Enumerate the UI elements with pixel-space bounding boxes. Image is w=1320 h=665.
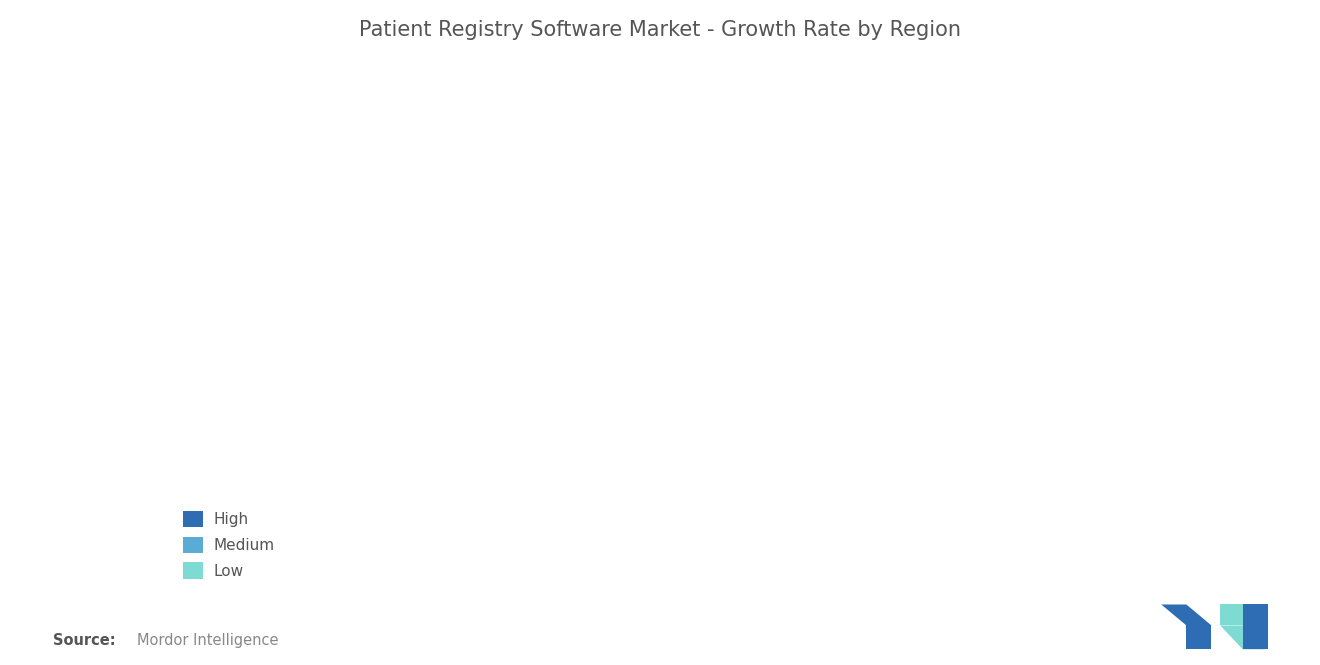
Polygon shape [1162,604,1212,625]
Text: Mordor Intelligence: Mordor Intelligence [137,633,279,648]
Legend: High, Medium, Low: High, Medium, Low [183,511,275,579]
Text: Patient Registry Software Market - Growth Rate by Region: Patient Registry Software Market - Growt… [359,20,961,40]
Text: Source:: Source: [53,633,115,648]
Polygon shape [1220,604,1243,625]
Polygon shape [1220,625,1266,649]
Polygon shape [1187,625,1212,649]
Polygon shape [1243,604,1267,649]
